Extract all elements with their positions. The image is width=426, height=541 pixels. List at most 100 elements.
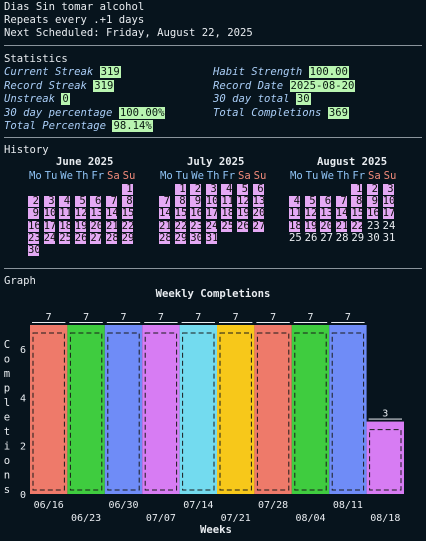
calendar-day-completed[interactable]: 26 [74, 231, 88, 244]
calendar-day-completed[interactable]: 18 [289, 219, 302, 232]
calendar-day-completed[interactable]: 22 [121, 219, 135, 232]
calendar-day-completed[interactable]: 23 [190, 219, 203, 232]
bar-top-marker [256, 322, 290, 323]
calendar-day-completed[interactable]: 2 [367, 184, 378, 195]
calendar-day-completed[interactable]: 11 [289, 207, 302, 220]
calendar-day-completed[interactable]: 9 [190, 196, 202, 208]
calendar-day-completed[interactable]: 15 [351, 207, 365, 220]
calendar-day-completed[interactable]: 3 [382, 184, 394, 195]
calendar-day-completed[interactable]: 18 [59, 219, 72, 232]
calendar-day-completed[interactable]: 4 [59, 196, 71, 208]
calendar-day-completed[interactable]: 17 [382, 207, 396, 220]
calendar-day-completed[interactable]: 15 [121, 207, 135, 220]
calendar-day-completed[interactable]: 6 [320, 196, 332, 208]
calendar-day-completed[interactable]: 24 [205, 219, 219, 232]
calendar-day-completed[interactable]: 19 [304, 219, 318, 232]
calendar-day-completed[interactable]: 1 [121, 184, 133, 195]
calendar-day[interactable]: 23 [367, 219, 380, 232]
calendar-day-completed[interactable]: 3 [43, 196, 55, 208]
calendar-day-completed[interactable]: 16 [190, 207, 203, 220]
calendar-day-completed[interactable]: 8 [174, 196, 186, 208]
calendar-day-completed[interactable]: 20 [320, 219, 333, 232]
calendar-day-completed[interactable]: 1 [174, 184, 186, 195]
calendar-day-completed[interactable]: 7 [335, 196, 347, 208]
weekday-header: We [191, 170, 204, 182]
calendar-day-completed[interactable]: 14 [335, 207, 349, 220]
calendar-day-completed[interactable]: 17 [205, 207, 219, 220]
calendar-day[interactable]: 25 [289, 231, 302, 244]
chart-title: Weekly Completions [156, 288, 271, 300]
calendar-day-completed[interactable]: 27 [252, 219, 266, 232]
calendar-day-completed[interactable]: 29 [174, 231, 188, 244]
calendar-day-completed[interactable]: 16 [367, 207, 380, 220]
calendar-day[interactable]: 31 [382, 231, 396, 244]
calendar-day-completed[interactable]: 30 [28, 244, 41, 256]
calendar-day-completed[interactable]: 3 [205, 184, 217, 195]
calendar-day[interactable]: 28 [335, 231, 349, 244]
calendar-day-completed[interactable]: 22 [174, 219, 188, 232]
calendar-day-completed[interactable]: 23 [28, 231, 41, 244]
calendar-day-completed[interactable]: 7 [159, 196, 170, 208]
calendar-day-completed[interactable]: 24 [43, 231, 57, 244]
calendar-day-completed[interactable]: 30 [190, 231, 203, 244]
calendar-day[interactable]: 24 [382, 219, 396, 232]
calendar-day-completed[interactable]: 28 [106, 231, 119, 244]
calendar-day-completed[interactable]: 14 [159, 207, 172, 220]
calendar-day-completed[interactable]: 17 [43, 219, 57, 232]
calendar-day-completed[interactable]: 6 [252, 184, 264, 195]
calendar-day-completed[interactable]: 8 [351, 196, 363, 208]
calendar-day-completed[interactable]: 21 [106, 219, 119, 232]
calendar-day[interactable]: 27 [320, 231, 333, 244]
calendar-day-completed[interactable]: 5 [237, 184, 248, 195]
calendar-day-completed[interactable]: 27 [90, 231, 104, 244]
calendar-day-completed[interactable]: 4 [221, 184, 233, 195]
calendar-day-completed[interactable]: 20 [252, 207, 266, 220]
calendar-day[interactable]: 29 [351, 231, 365, 244]
y-tick-label: 0 [20, 490, 26, 501]
calendar-day-completed[interactable]: 6 [90, 196, 102, 208]
calendar-day-completed[interactable]: 11 [59, 207, 72, 220]
calendar-day-completed[interactable]: 25 [221, 219, 235, 232]
calendar-day-completed[interactable]: 20 [90, 219, 104, 232]
stat-label: Total Completions [213, 106, 328, 119]
calendar-day-completed[interactable]: 31 [205, 231, 219, 244]
calendar-day-completed[interactable]: 9 [28, 208, 39, 220]
calendar-day-completed[interactable]: 22 [351, 219, 365, 232]
calendar-day-completed[interactable]: 18 [221, 207, 235, 220]
calendar-day-completed[interactable]: 2 [190, 184, 202, 195]
calendar-day-completed[interactable]: 9 [367, 196, 378, 208]
calendar-day-completed[interactable]: 16 [28, 219, 41, 232]
calendar-day-completed[interactable]: 8 [121, 196, 133, 208]
calendar-day-completed[interactable]: 25 [59, 231, 72, 244]
calendar-day-completed[interactable]: 5 [304, 196, 316, 208]
calendar-day-completed[interactable]: 7 [106, 196, 117, 208]
weekday-header: Sa [368, 170, 381, 182]
calendar-day-completed[interactable]: 12 [304, 207, 318, 220]
calendar-day-completed[interactable]: 26 [237, 219, 250, 232]
calendar-day-completed[interactable]: 21 [335, 219, 349, 232]
calendar-day-completed[interactable]: 14 [106, 207, 119, 220]
calendar-day-completed[interactable]: 11 [221, 195, 235, 208]
calendar-day-completed[interactable]: 12 [237, 195, 250, 208]
calendar-day-completed[interactable]: 15 [174, 207, 188, 220]
calendar-day-completed[interactable]: 5 [74, 196, 86, 208]
calendar-day-completed[interactable]: 10 [205, 195, 219, 208]
calendar-day-completed[interactable]: 19 [74, 219, 88, 232]
calendar-day-completed[interactable]: 10 [382, 195, 396, 208]
calendar-day[interactable]: 30 [367, 231, 380, 244]
calendar-day-completed[interactable]: 19 [237, 207, 250, 220]
calendar-day-completed[interactable]: 1 [351, 184, 363, 195]
calendar-day-completed[interactable]: 21 [159, 219, 172, 232]
calendar-day-completed[interactable]: 4 [289, 196, 300, 208]
x-tick-label: 07/21 [221, 513, 251, 524]
calendar-day-completed[interactable]: 13 [320, 207, 333, 220]
calendar-day-completed[interactable]: 12 [74, 207, 88, 220]
x-tick-label: 07/14 [183, 500, 213, 511]
calendar-day-completed[interactable]: 13 [252, 195, 266, 208]
calendar-day-completed[interactable]: 2 [28, 196, 39, 208]
calendar-day[interactable]: 26 [304, 231, 318, 244]
calendar-day-completed[interactable]: 29 [121, 231, 135, 244]
calendar-day-completed[interactable]: 10 [43, 207, 57, 220]
calendar-day-completed[interactable]: 13 [90, 207, 104, 220]
calendar-day-completed[interactable]: 28 [159, 231, 172, 244]
